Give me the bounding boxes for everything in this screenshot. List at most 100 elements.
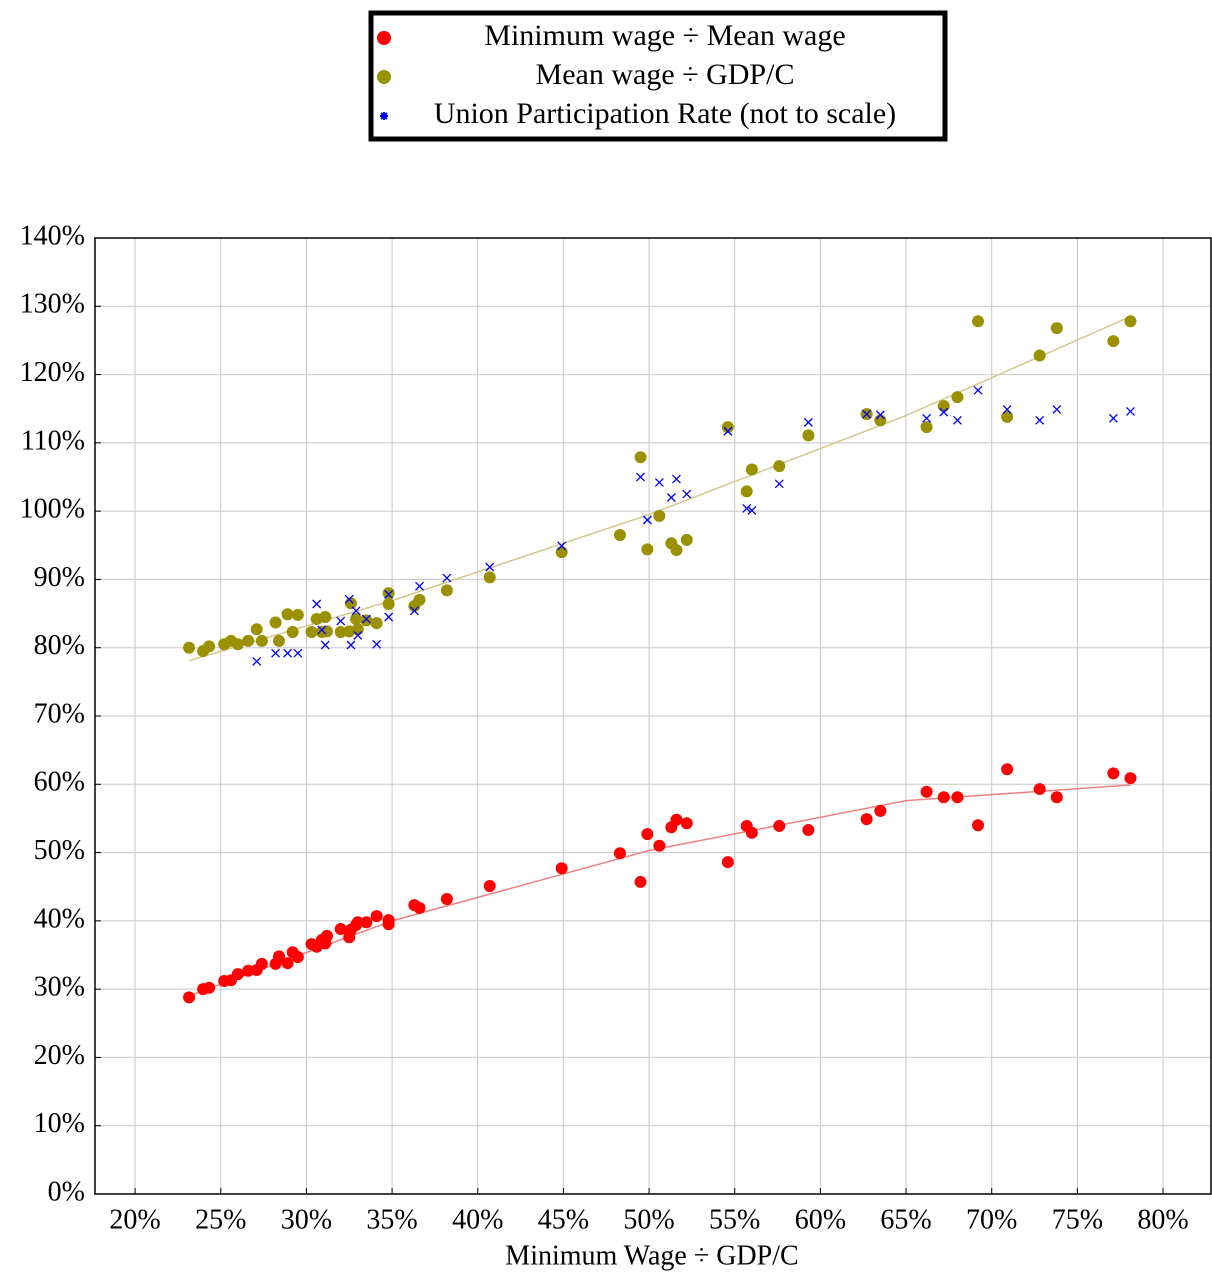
point (231, 638, 244, 651)
point (317, 625, 327, 635)
point (350, 613, 363, 626)
point (670, 544, 683, 557)
point (680, 817, 693, 830)
y-tick-label: 140% (20, 220, 85, 251)
point (353, 630, 363, 640)
point (653, 509, 666, 522)
y-tick-label: 70% (34, 698, 85, 729)
legend-marker (377, 70, 391, 84)
point (203, 640, 216, 653)
point (286, 626, 299, 639)
point (666, 493, 676, 502)
point (370, 910, 383, 923)
point (1124, 772, 1137, 785)
point (874, 804, 887, 817)
point (409, 606, 419, 616)
x-tick-label: 80% (1137, 1204, 1188, 1235)
point (273, 950, 286, 963)
point (937, 399, 950, 412)
point (682, 489, 692, 499)
y-tick-label: 80% (34, 630, 85, 661)
point (255, 957, 268, 970)
point (413, 901, 426, 914)
point (1052, 404, 1062, 414)
point (922, 413, 932, 423)
trend-line (188, 315, 1131, 662)
point (654, 478, 664, 487)
y-tick-label: 100% (20, 494, 85, 525)
x-tick-label: 40% (452, 1204, 503, 1235)
point (802, 429, 815, 442)
y-tick-label: 30% (34, 972, 85, 1003)
point (745, 463, 758, 476)
point (972, 315, 985, 328)
point (951, 391, 964, 404)
point (920, 421, 933, 434)
point (382, 598, 395, 611)
point (1126, 406, 1135, 416)
point (183, 641, 196, 654)
point (360, 916, 373, 929)
point (203, 981, 216, 994)
x-tick-label: 20% (109, 1204, 160, 1235)
point (271, 648, 281, 658)
point (634, 875, 647, 888)
point (255, 634, 268, 647)
point (1124, 315, 1137, 328)
point (291, 608, 304, 621)
point (183, 991, 196, 1004)
point (774, 479, 784, 489)
point (670, 813, 683, 826)
point (334, 923, 347, 936)
point (320, 929, 333, 942)
point (555, 862, 568, 875)
plot-frame (94, 237, 1212, 1195)
point (937, 791, 950, 804)
y-tick-label: 20% (34, 1040, 85, 1071)
point (320, 640, 330, 650)
legend-label: Union Participation Rate (not to scale) (434, 97, 896, 130)
point (874, 414, 887, 427)
x-tick-label: 50% (623, 1204, 674, 1235)
y-tick-label: 0% (48, 1176, 85, 1207)
point (1001, 410, 1014, 423)
point (252, 656, 262, 666)
point (293, 648, 303, 658)
point (281, 608, 294, 621)
point (336, 616, 346, 626)
point (242, 964, 255, 977)
point (721, 421, 734, 434)
point (384, 612, 394, 622)
point (747, 506, 757, 515)
point (269, 616, 282, 629)
point (281, 957, 294, 970)
point (972, 819, 985, 832)
point (231, 968, 244, 981)
point (1107, 335, 1120, 348)
point (413, 593, 426, 606)
point (1002, 404, 1012, 414)
legend-marker (380, 112, 388, 120)
y-tick-label: 90% (34, 562, 85, 593)
legend-box (368, 10, 948, 142)
x-tick-label: 65% (880, 1204, 931, 1235)
point (370, 617, 383, 630)
point (319, 610, 332, 623)
y-tick-label: 120% (20, 357, 85, 388)
x-axis-label: Minimum Wage ÷ GDP/C (505, 1240, 798, 1271)
x-tick-label: 75% (1052, 1204, 1103, 1235)
point (1033, 349, 1046, 362)
point (305, 626, 318, 639)
point (344, 597, 357, 610)
y-tick-label: 60% (34, 767, 85, 798)
point (1050, 322, 1063, 335)
point (1107, 767, 1120, 780)
point (802, 824, 815, 837)
x-tick-label: 35% (366, 1204, 417, 1235)
point (250, 623, 263, 636)
point (291, 951, 304, 964)
point (773, 460, 786, 473)
legend-label: Minimum wage ÷ Mean wage (484, 19, 845, 52)
point (745, 826, 758, 839)
point (483, 880, 496, 893)
